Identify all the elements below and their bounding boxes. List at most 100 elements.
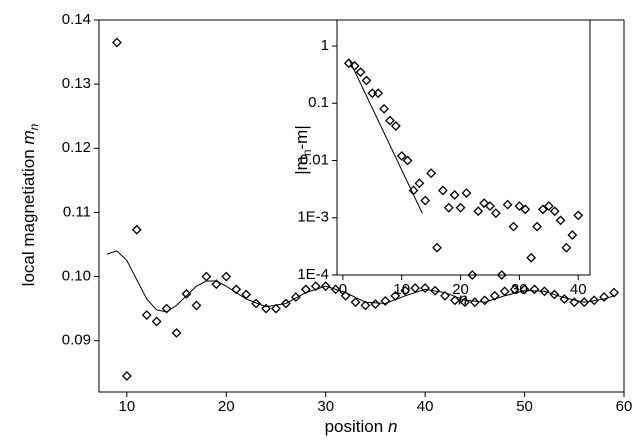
data-point xyxy=(379,103,389,114)
data-point xyxy=(538,204,548,215)
x-tick-label: 30 xyxy=(317,398,334,415)
data-point xyxy=(340,290,351,301)
data-point xyxy=(361,75,372,86)
data-point xyxy=(529,284,540,295)
data-point xyxy=(573,210,584,221)
x-tick-label: 10 xyxy=(393,281,410,298)
y-tick-label: 1E-4 xyxy=(297,266,329,283)
data-point xyxy=(402,155,413,166)
x-tick-label: 0 xyxy=(339,281,347,298)
data-point xyxy=(231,284,242,295)
data-point xyxy=(539,286,550,297)
data-point xyxy=(300,284,311,295)
data-point xyxy=(437,185,448,196)
data-point xyxy=(355,67,366,78)
data-point xyxy=(111,37,122,48)
y-axis-label-sub: n xyxy=(27,123,41,130)
data-point xyxy=(473,206,484,217)
x-tick-label: 50 xyxy=(516,398,533,415)
data-point xyxy=(479,295,490,306)
data-point xyxy=(350,297,361,308)
inset-y-label-pre: |m xyxy=(292,156,311,175)
y-tick-label: 0.1 xyxy=(308,94,329,111)
fit-line xyxy=(348,58,423,214)
data-point xyxy=(420,195,431,206)
data-point xyxy=(559,294,570,304)
data-point xyxy=(526,252,537,263)
y-tick-label: 0.14 xyxy=(62,11,91,28)
data-point xyxy=(131,224,142,235)
y-tick-label: 1E-3 xyxy=(297,209,329,226)
data-point xyxy=(579,297,590,308)
x-tick-label: 60 xyxy=(616,398,633,415)
x-tick-label: 40 xyxy=(570,281,587,298)
data-point xyxy=(519,284,530,295)
data-point xyxy=(191,300,202,311)
data-point xyxy=(396,151,407,161)
data-point xyxy=(414,178,425,189)
data-point xyxy=(373,88,384,99)
y-axis-label: local magnetiation mn xyxy=(19,123,41,286)
data-point xyxy=(151,316,162,327)
x-tick-label: 40 xyxy=(417,398,434,415)
inset-y-label: |mn-m| xyxy=(292,125,314,175)
plot-area xyxy=(336,19,591,276)
y-tick-label: 0.10 xyxy=(62,268,91,285)
data-point xyxy=(589,295,600,306)
fit-line xyxy=(106,250,615,313)
y-axis-label-text: local magnetiation xyxy=(19,149,38,286)
inset-y-label-post: -m| xyxy=(292,125,311,149)
inset-x-label: n xyxy=(458,289,467,308)
data-point xyxy=(567,230,578,240)
data-point xyxy=(479,198,490,209)
data-point xyxy=(609,287,619,298)
data-point xyxy=(555,215,566,226)
data-point xyxy=(532,221,542,232)
data-point xyxy=(561,242,572,253)
data-point xyxy=(261,303,271,314)
data-point xyxy=(440,290,450,301)
x-tick-label: 20 xyxy=(452,281,469,298)
y-tick-label: 0.01 xyxy=(300,151,329,168)
data-point xyxy=(161,303,172,314)
data-point xyxy=(461,188,472,198)
data-point xyxy=(543,201,554,211)
data-point xyxy=(426,168,437,179)
data-point xyxy=(467,270,478,280)
data-point xyxy=(271,303,281,314)
data-point xyxy=(385,115,395,126)
data-point xyxy=(141,310,152,320)
data-point xyxy=(290,292,301,302)
data-point xyxy=(360,300,371,311)
data-point xyxy=(449,190,460,200)
data-point xyxy=(514,201,525,211)
x-tick-label: 30 xyxy=(511,281,528,298)
data-point xyxy=(400,285,411,296)
data-point xyxy=(485,201,495,211)
data-point xyxy=(450,295,460,306)
data-point xyxy=(420,283,431,294)
data-point xyxy=(520,204,531,215)
y-tick-label: 1 xyxy=(321,37,329,54)
inset-y-label-sub: n xyxy=(300,149,314,156)
y-tick-label: 0.13 xyxy=(62,75,91,92)
y-tick-label: 0.11 xyxy=(63,203,91,220)
x-axis-label-var: n xyxy=(388,417,397,436)
data-point xyxy=(502,199,513,210)
data-point xyxy=(549,206,560,217)
data-point xyxy=(489,290,500,301)
data-point xyxy=(455,202,466,213)
data-point xyxy=(496,270,507,280)
x-tick-label: 10 xyxy=(118,398,135,415)
data-point xyxy=(508,221,519,232)
data-point xyxy=(599,292,610,302)
data-point xyxy=(343,58,354,69)
data-point xyxy=(432,242,442,253)
y-tick-label: 0.12 xyxy=(62,139,91,156)
y-tick-label: 0.09 xyxy=(62,332,91,349)
data-point xyxy=(171,328,182,338)
data-point xyxy=(390,121,401,131)
data-point xyxy=(310,281,321,292)
